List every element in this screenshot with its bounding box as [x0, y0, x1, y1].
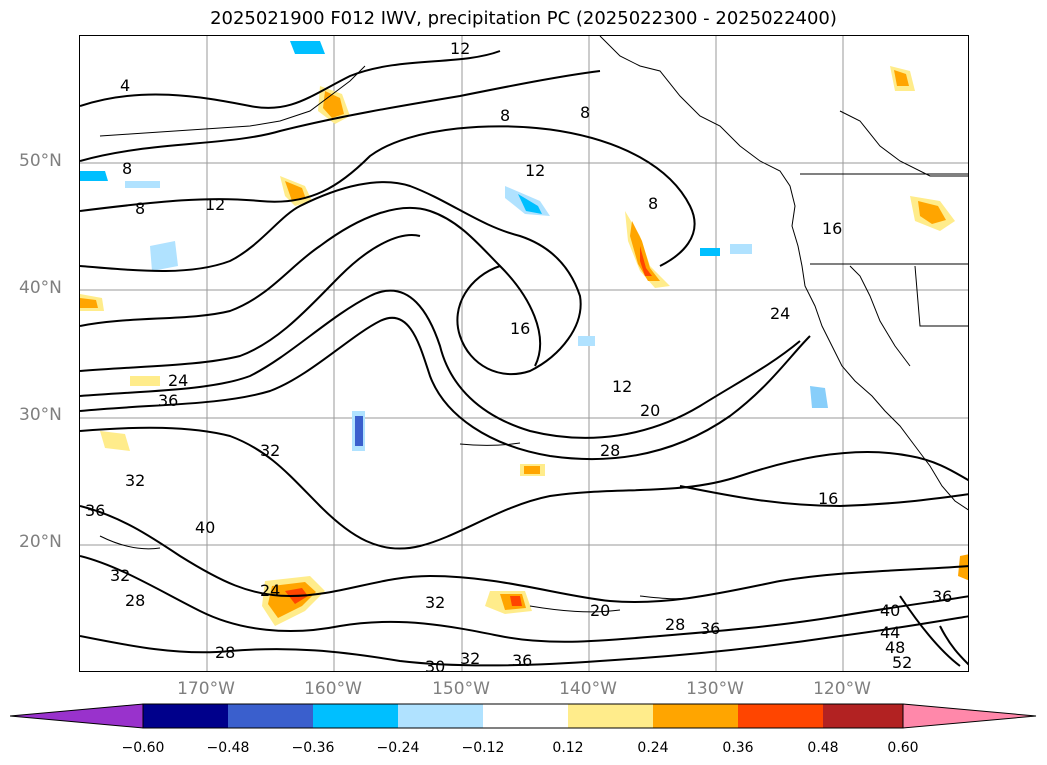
map-canvas: 4 8 8 8 8 8 12 12 12 12 16 16 16 20 20 2…: [80, 36, 968, 672]
colorbar-extend-high: [902, 703, 1037, 729]
contour-label: 12: [525, 161, 545, 180]
map-title: 2025021900 F012 IWV, precipitation PC (2…: [210, 8, 837, 29]
contour-label: 16: [510, 319, 530, 338]
colorbar-tick: 0.48: [807, 740, 839, 756]
lat-label-50n: 50°N: [19, 151, 62, 171]
contour-label: 8: [500, 106, 510, 125]
lon-label-140w: 140°W: [559, 679, 617, 699]
contour-label: 8: [580, 103, 590, 122]
lat-label-40n: 40°N: [19, 278, 62, 298]
contour-label: 36: [700, 619, 720, 638]
precip-shading: [80, 41, 968, 626]
contour-label: 48: [885, 638, 905, 657]
colorbar-segment: [653, 704, 738, 728]
contour-label: 36: [158, 391, 178, 410]
contour-label: 24: [168, 371, 188, 390]
contour-label: 20: [640, 401, 660, 420]
map-panel: 4 8 8 8 8 8 12 12 12 12 16 16 16 20 20 2…: [79, 35, 969, 672]
colorbar: [10, 703, 1037, 729]
iwv-contours: [80, 50, 968, 667]
contour-label: 24: [260, 581, 280, 600]
colorbar-tick: −0.12: [461, 740, 505, 756]
lat-label-30n: 30°N: [19, 405, 62, 425]
lon-label-120w: 120°W: [813, 679, 871, 699]
colorbar-frame: [142, 703, 904, 729]
colorbar-tick: 0.24: [637, 740, 669, 756]
contour-label: 32: [425, 593, 445, 612]
colorbar-tick: −0.60: [121, 740, 165, 756]
contour-label: 12: [450, 39, 470, 58]
colorbar-tick: −0.48: [206, 740, 250, 756]
contour-label: 20: [590, 601, 610, 620]
contour-label: 32: [110, 566, 130, 585]
lon-label-130w: 130°W: [686, 679, 744, 699]
contour-label: 12: [612, 377, 632, 396]
lat-label-20n: 20°N: [19, 532, 62, 552]
contour-label: 28: [215, 643, 235, 662]
colorbar-tick: −0.24: [376, 740, 420, 756]
colorbar-extend-low: [10, 703, 144, 729]
colorbar-tick: 0.12: [552, 740, 584, 756]
contour-label: 40: [880, 601, 900, 620]
colorbar-segment: [398, 704, 483, 728]
colorbar-segment: [313, 704, 398, 728]
colorbar-segment: [568, 704, 653, 728]
contour-label: 16: [822, 219, 842, 238]
contour-label: 4: [120, 76, 130, 95]
contour-label: 16: [818, 489, 838, 508]
contour-labels: 4 8 8 8 8 8 12 12 12 12 16 16 16 20 20 2…: [85, 39, 952, 672]
lon-label-150w: 150°W: [432, 679, 490, 699]
contour-label: 32: [125, 471, 145, 490]
coastline: [99, 36, 968, 511]
contour-label: 40: [195, 518, 215, 537]
colorbar-segment: [228, 704, 313, 728]
contour-label: 8: [122, 159, 132, 178]
contour-label: 32: [260, 441, 280, 460]
contour-label: 28: [665, 615, 685, 634]
contour-label: 28: [125, 591, 145, 610]
iwv-contours-thin: [99, 442, 701, 613]
contour-label: 36: [85, 501, 105, 520]
contour-label: 44: [880, 623, 900, 642]
colorbar-segment: [483, 704, 568, 728]
colorbar-tick: 0.36: [722, 740, 754, 756]
contour-label: 32: [460, 649, 480, 668]
contour-label: 36: [932, 587, 952, 606]
colorbar-tick: 0.60: [887, 740, 919, 756]
contour-label: 8: [135, 199, 145, 218]
graticule: [80, 36, 968, 671]
contour-label: 30: [425, 657, 445, 672]
colorbar-segment: [738, 704, 823, 728]
colorbar-segment: [143, 704, 228, 728]
colorbar-segment: [823, 704, 903, 728]
contour-label: 12: [205, 195, 225, 214]
contour-label: 24: [770, 304, 790, 323]
contour-label: 52: [892, 653, 912, 672]
lon-label-160w: 160°W: [304, 679, 362, 699]
contour-label: 28: [600, 441, 620, 460]
contour-label: 8: [648, 194, 658, 213]
contour-label: 36: [512, 651, 532, 670]
lon-label-170w: 170°W: [177, 679, 235, 699]
colorbar-tick: −0.36: [291, 740, 335, 756]
